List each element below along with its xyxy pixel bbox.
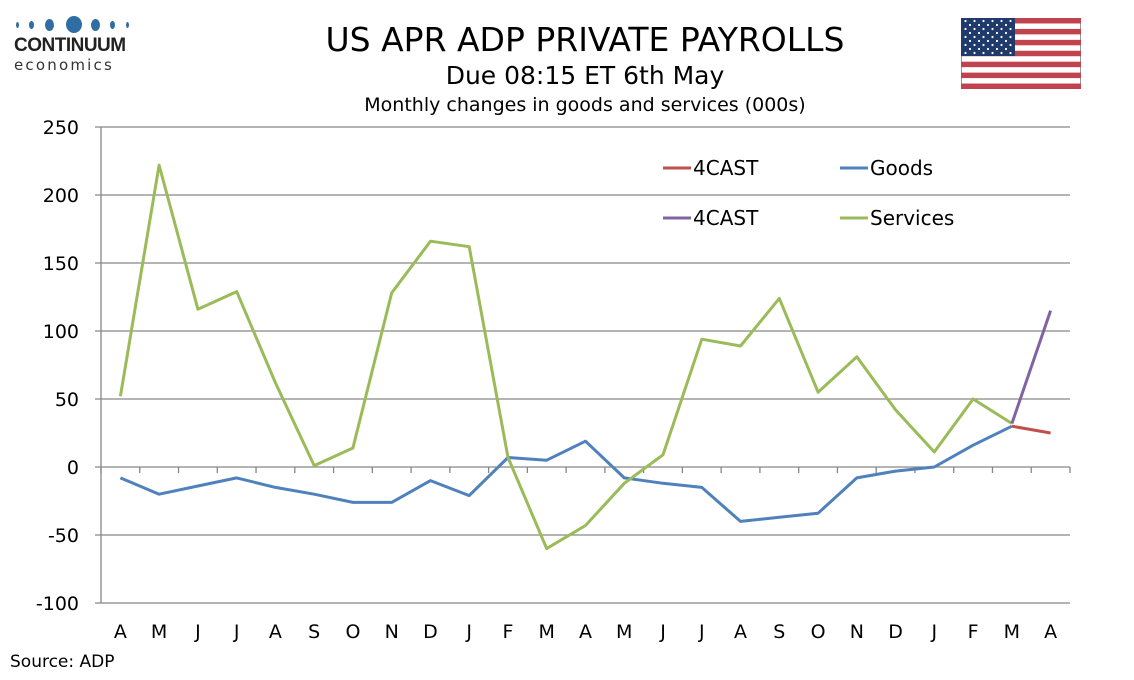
series-line-services-3 (118, 163, 1013, 551)
x-tick-label: F (503, 621, 514, 643)
x-tick-label: A (579, 621, 592, 643)
legend: 4CAST Goods 4CAST Services (663, 156, 954, 230)
logo-wordmark: CONTINUUM (14, 35, 126, 56)
legend-label: 4CAST (693, 156, 759, 180)
x-tick-label: M (151, 621, 167, 643)
x-tick-label: J (194, 621, 201, 643)
x-tick-label: J (931, 621, 938, 643)
x-tick-label: A (114, 621, 127, 643)
axes: 250 200 150 100 50 0 -50 -100 A M J J A S O N D J F M A M J J A S… (36, 117, 1071, 643)
legend-label: 4CAST (693, 206, 759, 230)
source-note: Source: ADP (10, 652, 115, 672)
logo-dots-icon (14, 14, 134, 36)
x-tick-label: F (968, 621, 979, 643)
gridlines (95, 126, 1070, 604)
y-tick-label: 50 (55, 389, 79, 411)
logo-subtext: economics (14, 56, 114, 74)
x-tick-label: O (811, 621, 826, 643)
x-tick-label: N (850, 621, 864, 643)
x-tick-label: A (1044, 621, 1057, 643)
series-lines (118, 163, 1053, 551)
x-tick-label: M (539, 621, 555, 643)
x-tick-label: D (888, 621, 903, 643)
x-tick-label: M (1004, 621, 1020, 643)
series-line-4cast-2 (1010, 310, 1053, 424)
x-tick-label: J (465, 621, 472, 643)
chart-description: Monthly changes in goods and services (0… (364, 94, 806, 116)
y-tick-label: -50 (48, 525, 79, 547)
chart-title: US APR ADP PRIVATE PAYROLLS (325, 20, 845, 59)
y-tick-label: 0 (67, 457, 79, 479)
x-tick-label: A (734, 621, 747, 643)
y-tick-label: 150 (43, 253, 79, 275)
series-line-4cast-0 (1011, 424, 1051, 435)
x-tick-label: D (423, 621, 438, 643)
x-tick-label: O (345, 621, 360, 643)
continuum-logo: CONTINUUM economics (14, 14, 134, 74)
x-tick-label: J (233, 621, 240, 643)
x-tick-label: M (616, 621, 632, 643)
us-flag-icon (961, 18, 1081, 89)
legend-label: Services (870, 206, 954, 230)
x-tick-label: J (659, 621, 666, 643)
y-tick-label: -100 (36, 593, 79, 615)
x-tick-label: J (698, 621, 705, 643)
chart-subtitle: Due 08:15 ET 6th May (445, 61, 725, 90)
legend-label: Goods (870, 156, 933, 180)
x-tick-label: A (269, 621, 282, 643)
y-tick-label: 100 (43, 321, 79, 343)
x-tick-label: S (773, 621, 785, 643)
y-tick-label: 200 (43, 185, 79, 207)
x-tick-label: S (308, 621, 320, 643)
series-line-goods-1 (119, 424, 1013, 523)
x-tick-label: N (385, 621, 399, 643)
y-tick-label: 250 (43, 117, 79, 139)
